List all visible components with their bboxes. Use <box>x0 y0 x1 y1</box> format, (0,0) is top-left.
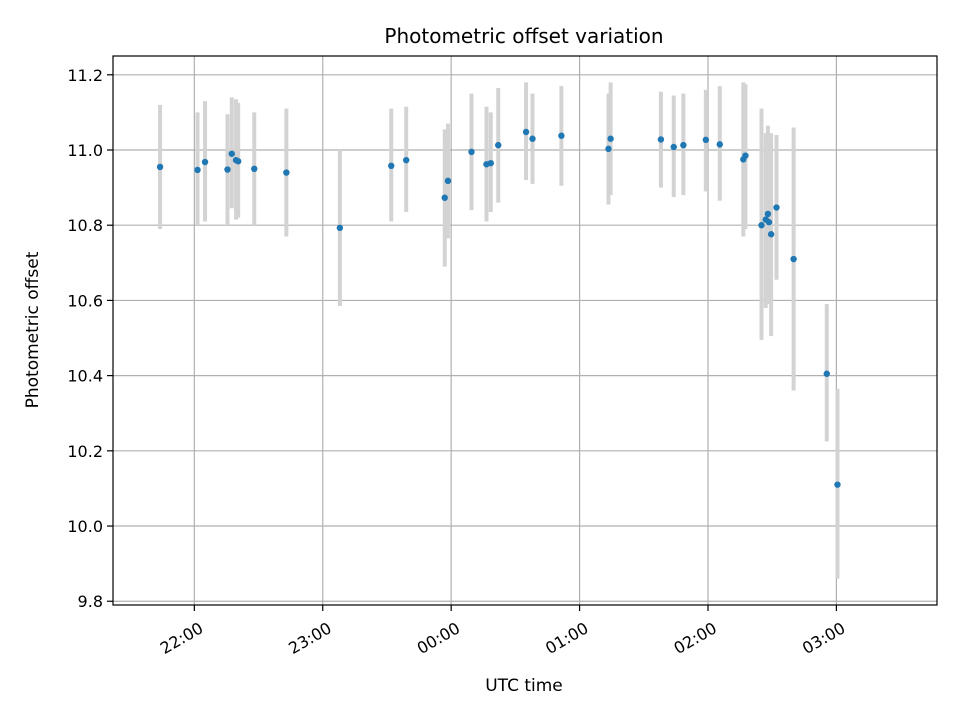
data-point <box>765 219 773 226</box>
y-axis-label: Photometric offset <box>23 251 43 408</box>
data-point <box>403 156 410 164</box>
data-point <box>487 159 494 167</box>
y-tick-label: 10.6 <box>67 291 103 310</box>
y-tick-label: 10.2 <box>67 442 103 461</box>
data-points <box>156 128 841 488</box>
y-axis-ticks: 9.8 10.0 10.2 10.4 10.6 10.8 11.0 11.2 <box>67 66 113 611</box>
data-point <box>283 169 290 176</box>
data-point <box>468 148 475 156</box>
data-point <box>823 370 830 377</box>
data-point <box>605 145 612 153</box>
data-point <box>251 165 258 173</box>
chart-title: Photometric offset variation <box>384 24 663 48</box>
x-axis-label: UTC time <box>485 676 563 696</box>
data-point <box>388 162 395 169</box>
data-point <box>716 141 723 148</box>
y-tick-label: 9.8 <box>78 592 103 611</box>
data-point <box>558 132 565 139</box>
y-tick-label: 10.4 <box>67 367 103 386</box>
data-point <box>742 152 749 159</box>
data-point <box>444 177 452 185</box>
data-point <box>773 204 780 211</box>
plot-area-frame <box>112 55 938 606</box>
data-point <box>495 141 502 149</box>
data-point <box>336 224 344 232</box>
data-point <box>764 210 772 218</box>
data-point <box>670 143 677 151</box>
data-point <box>680 141 687 149</box>
data-point <box>156 163 164 171</box>
data-point <box>194 166 201 174</box>
y-tick-label: 11.2 <box>67 66 103 85</box>
data-point <box>529 135 536 142</box>
y-tick-label: 10.8 <box>67 216 103 235</box>
data-point <box>767 231 775 238</box>
data-point <box>790 255 797 263</box>
data-point <box>235 158 242 165</box>
data-point <box>657 136 665 143</box>
data-point <box>758 222 765 229</box>
data-point <box>228 150 235 157</box>
data-point <box>441 194 448 201</box>
data-point <box>607 135 614 142</box>
data-point <box>201 158 209 166</box>
data-point <box>522 128 530 136</box>
y-tick-label: 11.0 <box>67 141 103 160</box>
y-tick-label: 10.0 <box>67 517 103 536</box>
data-point <box>834 481 841 488</box>
data-point <box>224 166 231 173</box>
data-point <box>702 136 710 144</box>
